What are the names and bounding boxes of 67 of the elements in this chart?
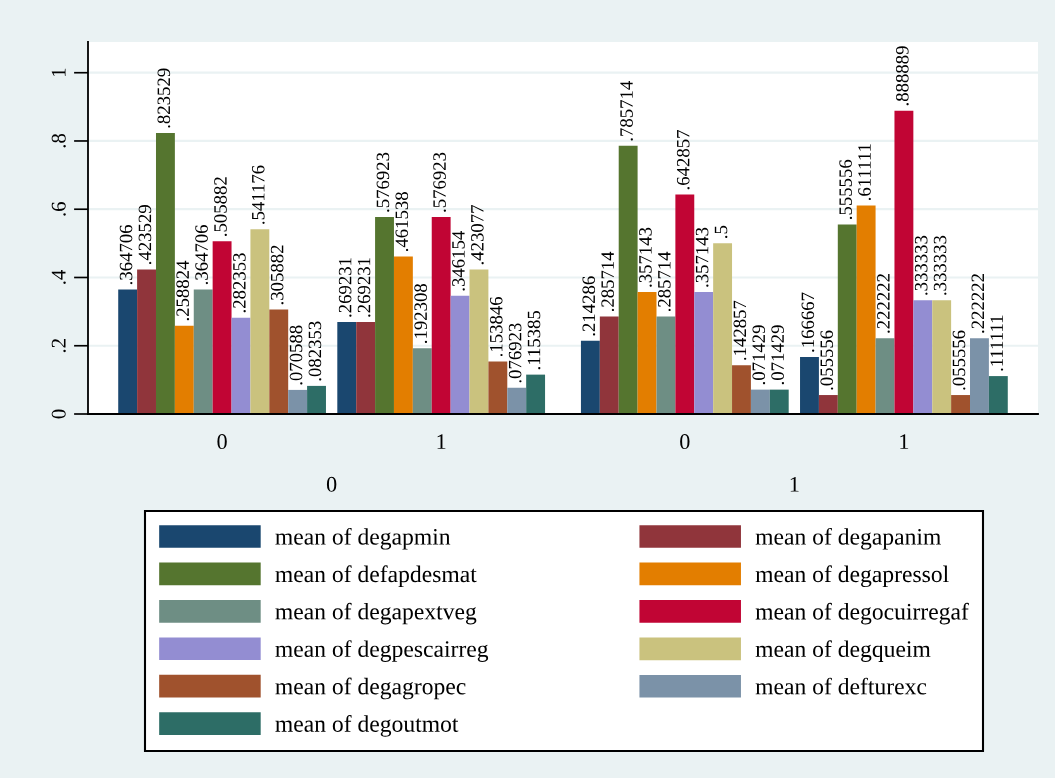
text: 1 [790,476,799,492]
legend-label: mean of degpescairreg [275,640,489,662]
x-tick-label: 1 [900,434,909,449]
data-label: .461538 [395,192,409,252]
data-label: .611111 [858,144,871,201]
data-label: .055556 [952,330,966,390]
data-label: .357143 [695,227,709,287]
legend-label: mean of degapmin [275,527,451,550]
data-label: .823529 [157,68,171,128]
data-label: .055556 [820,330,834,390]
legend-label: mean of degqueim [755,640,931,662]
data-label: .269231 [357,258,371,317]
data-label: .305882 [270,245,284,305]
data-label: .222222 [971,274,985,333]
x-tick-label: 0 [217,434,227,450]
y-tick-label: 1 [51,68,66,77]
legend-label: mean of defturexc [755,677,927,695]
y-tick-label: .8 [51,133,66,148]
data-label: .423529 [138,205,152,265]
data-label: .153846 [489,296,503,357]
data-label: .285714 [601,251,615,312]
data-label: .888889 [895,46,909,106]
data-label: .576923 [376,152,390,212]
data-label: .642857 [676,130,690,190]
y-tick-label: .4 [51,270,66,284]
data-label: .071429 [752,325,766,385]
y-tick-label: .6 [51,202,66,216]
data-label: .082353 [308,321,322,381]
data-label: .115385 [527,310,541,370]
data-label: .357143 [639,227,652,287]
data-label: .505882 [214,177,227,236]
data-label: .076923 [508,323,522,383]
data-label: .785714 [620,81,633,141]
data-label: .222222 [877,274,890,333]
data-label: .142857 [733,300,747,360]
data-label: .214286 [582,276,596,336]
data-label: .364706 [195,224,208,285]
x-tick-label: 1 [437,434,446,449]
data-label: .282353 [233,253,246,313]
data-label: .070588 [289,325,303,385]
data-label: .555556 [839,159,853,219]
legend-label: mean of degapanim [755,527,941,550]
data-label: .258824 [176,260,190,321]
data-label: .333333 [933,235,947,295]
data-label: .423077 [470,205,484,265]
y-tick-label: 0 [51,409,66,419]
data-label: .576923 [433,152,446,212]
data-label: .333333 [914,235,928,295]
data-label: .346154 [452,231,465,291]
data-label: .166667 [801,292,815,352]
text: 0 [326,476,337,492]
data-label: .285714 [657,251,671,312]
x-tick-label: 0 [680,434,690,450]
y-tick-label: .2 [51,339,66,353]
data-label: .111111 [990,315,1004,371]
data-label: .5 [714,225,728,238]
legend-label: mean of degapressol [755,565,949,588]
legend-label: mean of degapextveg [275,602,477,625]
data-label: .269231 [338,258,352,317]
data-label: .541176 [251,165,265,224]
legend-label: mean of degoutmot [275,715,459,737]
legend-label: mean of degagropec [275,677,466,700]
legend-label: mean of degocuirregaf [755,602,969,625]
data-label: .364706 [119,224,133,285]
data-label: .071429 [771,325,785,385]
data-label: .192308 [414,283,428,343]
legend-label: mean of defapdesmat [275,565,477,587]
